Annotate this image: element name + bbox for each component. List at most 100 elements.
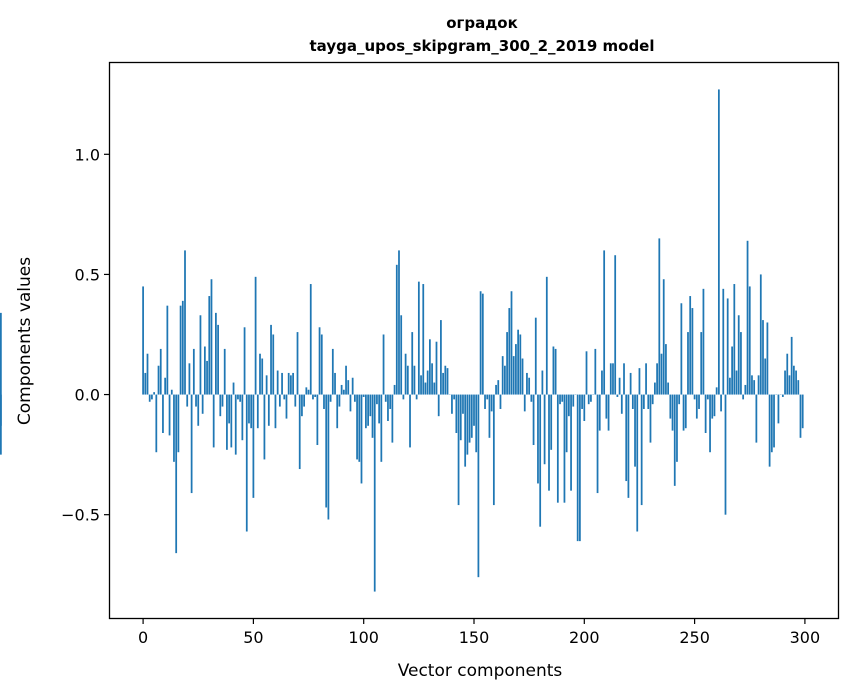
bar-91 — [342, 389, 345, 395]
bar-153 — [479, 291, 482, 395]
bar-114 — [393, 384, 396, 395]
bar-264 — [724, 394, 727, 515]
bar-167 — [510, 291, 513, 395]
bar-9 — [162, 394, 164, 433]
bar-270 — [737, 315, 740, 395]
bar-210 — [605, 394, 608, 419]
bar-301 — [0, 312, 2, 395]
bar-74 — [305, 387, 308, 395]
bar-64 — [283, 394, 286, 400]
bar-226 — [640, 394, 643, 506]
bar-220 — [627, 394, 630, 498]
bar-132 — [433, 382, 436, 395]
bar-116 — [398, 250, 400, 395]
bar-225 — [638, 368, 641, 395]
bar-209 — [603, 250, 606, 395]
bar-77 — [312, 394, 314, 400]
bar-6 — [155, 394, 158, 453]
bar-195 — [572, 394, 575, 407]
x-tick-label: 100 — [348, 628, 379, 647]
bar-222 — [631, 394, 634, 409]
bar-56 — [265, 375, 268, 395]
bar-30 — [208, 296, 211, 395]
bar-98 — [358, 394, 361, 462]
bar-274 — [746, 240, 749, 395]
bar-266 — [729, 377, 731, 395]
bars-group — [0, 89, 804, 592]
bar-283 — [766, 322, 769, 395]
bar-135 — [440, 320, 442, 395]
bar-12 — [168, 394, 171, 436]
bar-65 — [285, 394, 288, 419]
bar-5 — [153, 392, 155, 395]
bar-49 — [250, 394, 253, 429]
bar-162 — [499, 394, 502, 409]
bar-158 — [490, 394, 493, 412]
bar-232 — [654, 382, 656, 395]
bar-219 — [625, 394, 628, 482]
y-tick-label: 0.0 — [75, 386, 100, 405]
bar-16 — [177, 394, 180, 453]
bar-54 — [261, 358, 264, 395]
bar-251 — [695, 394, 698, 419]
bar-291 — [784, 370, 786, 395]
bar-212 — [609, 363, 612, 395]
bar-81 — [320, 334, 323, 395]
bar-166 — [508, 308, 511, 395]
bar-134 — [437, 394, 440, 417]
bar-34 — [217, 324, 219, 395]
x-tick-label: 0 — [138, 628, 148, 647]
bar-26 — [199, 315, 202, 395]
bar-95 — [351, 377, 354, 395]
bar-43 — [237, 394, 239, 400]
bar-83 — [325, 394, 328, 508]
bar-121 — [409, 394, 411, 448]
x-tick-label: 200 — [569, 628, 600, 647]
bar-142 — [455, 394, 458, 433]
bar-48 — [248, 394, 250, 424]
y-axis: −0.5 0.0 0.5 1.0 — [61, 145, 110, 525]
bar-243 — [678, 394, 681, 405]
bar-126 — [420, 375, 422, 395]
bar-179 — [537, 394, 539, 484]
bar-85 — [329, 394, 332, 402]
bar-256 — [706, 394, 709, 400]
bar-92 — [345, 365, 347, 395]
bar-171 — [519, 334, 522, 395]
bar-129 — [426, 370, 429, 395]
bar-205 — [594, 348, 597, 395]
bar-193 — [567, 394, 570, 417]
bar-150 — [473, 394, 475, 426]
bar-293 — [788, 375, 791, 395]
bar-71 — [298, 394, 301, 470]
bar-13 — [170, 389, 173, 395]
x-axis: 0 50 100 150 200 250 300 — [138, 618, 820, 647]
bar-200 — [583, 394, 586, 421]
bar-157 — [488, 394, 491, 438]
bar-184 — [548, 394, 550, 491]
bar-149 — [470, 394, 473, 438]
bar-234 — [658, 238, 661, 395]
bar-294 — [790, 336, 793, 395]
bar-82 — [323, 394, 325, 409]
bar-223 — [634, 394, 636, 467]
bar-236 — [662, 279, 665, 395]
bar-145 — [462, 394, 464, 414]
bar-90 — [340, 384, 343, 395]
bar-258 — [711, 394, 714, 419]
bar-55 — [263, 394, 266, 460]
bar-247 — [687, 332, 689, 395]
bar-221 — [629, 372, 632, 395]
bar-58 — [270, 324, 272, 395]
bar-108 — [380, 394, 383, 462]
bar-173 — [523, 394, 526, 412]
bar-99 — [360, 394, 363, 484]
bar-189 — [559, 394, 561, 405]
bar-113 — [391, 394, 394, 443]
bar-128 — [424, 382, 427, 395]
bar-231 — [651, 394, 654, 405]
bar-127 — [422, 284, 425, 395]
bar-38 — [226, 394, 228, 450]
bar-73 — [303, 394, 306, 407]
